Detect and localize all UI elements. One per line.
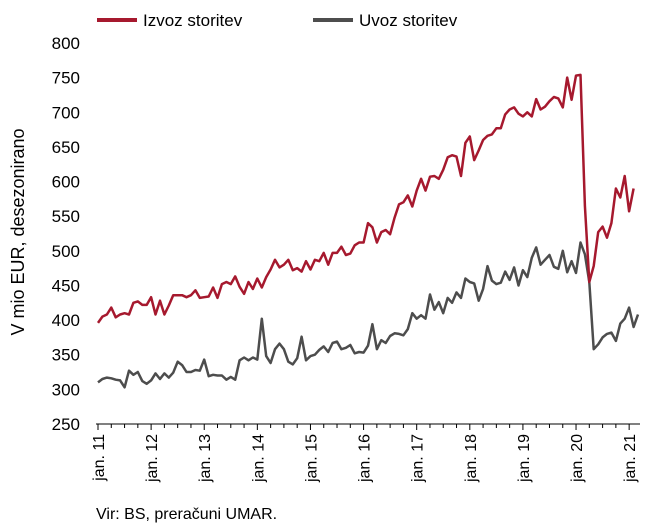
legend-label-import: Uvoz storitev — [359, 11, 458, 30]
x-tick-label: jan. 17 — [410, 434, 427, 483]
y-axis: 250 300 350 400 450 500 550 600 650 700 750 800 — [52, 34, 80, 434]
x-tick-label: jan. 19 — [516, 434, 533, 483]
x-tick-label: jan. 18 — [463, 434, 480, 483]
y-tick-label: 350 — [52, 346, 80, 365]
legend: Izvoz storitev Uvoz storitev — [97, 11, 458, 30]
x-axis: jan. 11 jan. 12 jan. 13 jan. 14 jan. 15 jan. … — [91, 424, 639, 483]
y-tick-label: 550 — [52, 207, 80, 226]
y-tick-label: 500 — [52, 242, 80, 261]
y-tick-label: 600 — [52, 173, 80, 192]
y-tick-label: 300 — [52, 380, 80, 399]
x-tick-label: jan. 11 — [91, 434, 108, 482]
series-line-export — [96, 73, 635, 324]
x-tick-label: jan. 15 — [303, 434, 320, 483]
x-tick-label: jan. 16 — [357, 434, 374, 483]
x-tick-label: jan. 12 — [144, 434, 161, 483]
legend-label-export: Izvoz storitev — [143, 11, 243, 30]
y-tick-label: 450 — [52, 276, 80, 295]
y-tick-label: 250 — [52, 415, 80, 434]
y-tick-label: 750 — [52, 69, 80, 88]
y-axis-title: V mio EUR, desezonirano — [8, 128, 28, 335]
x-tick-label: jan. 14 — [250, 434, 267, 483]
x-tick-label: jan. 21 — [622, 434, 639, 483]
series-line-import — [97, 241, 640, 389]
y-tick-label: 800 — [52, 34, 80, 53]
source-note: Vir: BS, preračuni UMAR. — [96, 506, 278, 523]
y-tick-label: 650 — [52, 138, 80, 157]
y-tick-label: 400 — [52, 311, 80, 330]
y-tick-label: 700 — [52, 103, 80, 122]
x-tick-label: jan. 20 — [569, 434, 586, 483]
x-tick-label: jan. 13 — [197, 434, 214, 483]
